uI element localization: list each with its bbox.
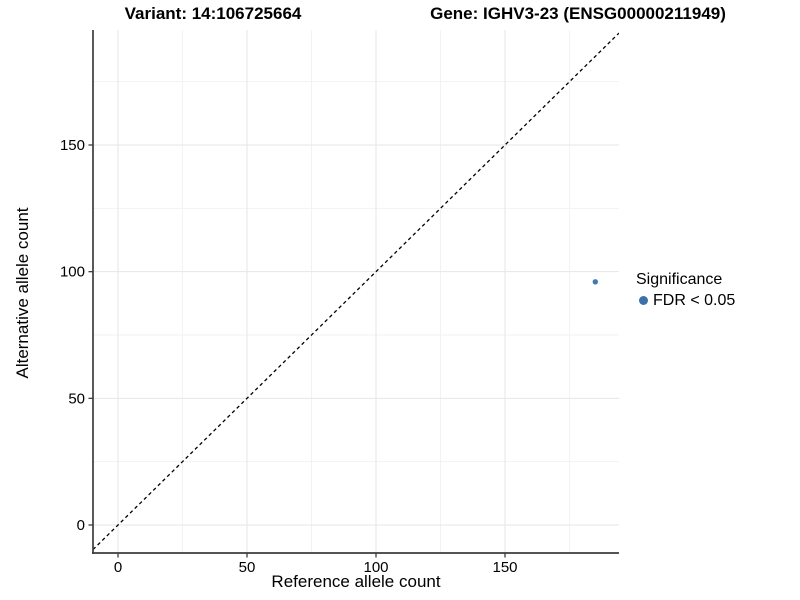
x-tick-label: 100 xyxy=(363,559,388,576)
x-axis-title: Reference allele count xyxy=(271,572,441,591)
plot-title-gene: Gene: IGHV3-23 (ENSG00000211949) xyxy=(430,4,726,23)
y-tick-label: 50 xyxy=(68,390,85,407)
y-tick-label: 0 xyxy=(77,517,85,534)
legend-item: FDR < 0.05 xyxy=(636,291,735,310)
plot-title-variant: Variant: 14:106725664 xyxy=(124,4,302,23)
legend: Significance FDR < 0.05 xyxy=(636,270,735,310)
legend-point-icon xyxy=(639,296,648,305)
y-axis-title: Alternative allele count xyxy=(13,207,32,379)
x-tick-label: 50 xyxy=(239,559,256,576)
data-point xyxy=(592,279,598,285)
y-tick-label: 100 xyxy=(60,264,85,281)
x-tick-label: 0 xyxy=(114,559,122,576)
y-tick-label: 150 xyxy=(60,137,85,154)
identity-line xyxy=(93,32,619,551)
legend-item-label: FDR < 0.05 xyxy=(653,292,736,309)
legend-title: Significance xyxy=(636,271,723,288)
x-tick-label: 150 xyxy=(492,559,517,576)
